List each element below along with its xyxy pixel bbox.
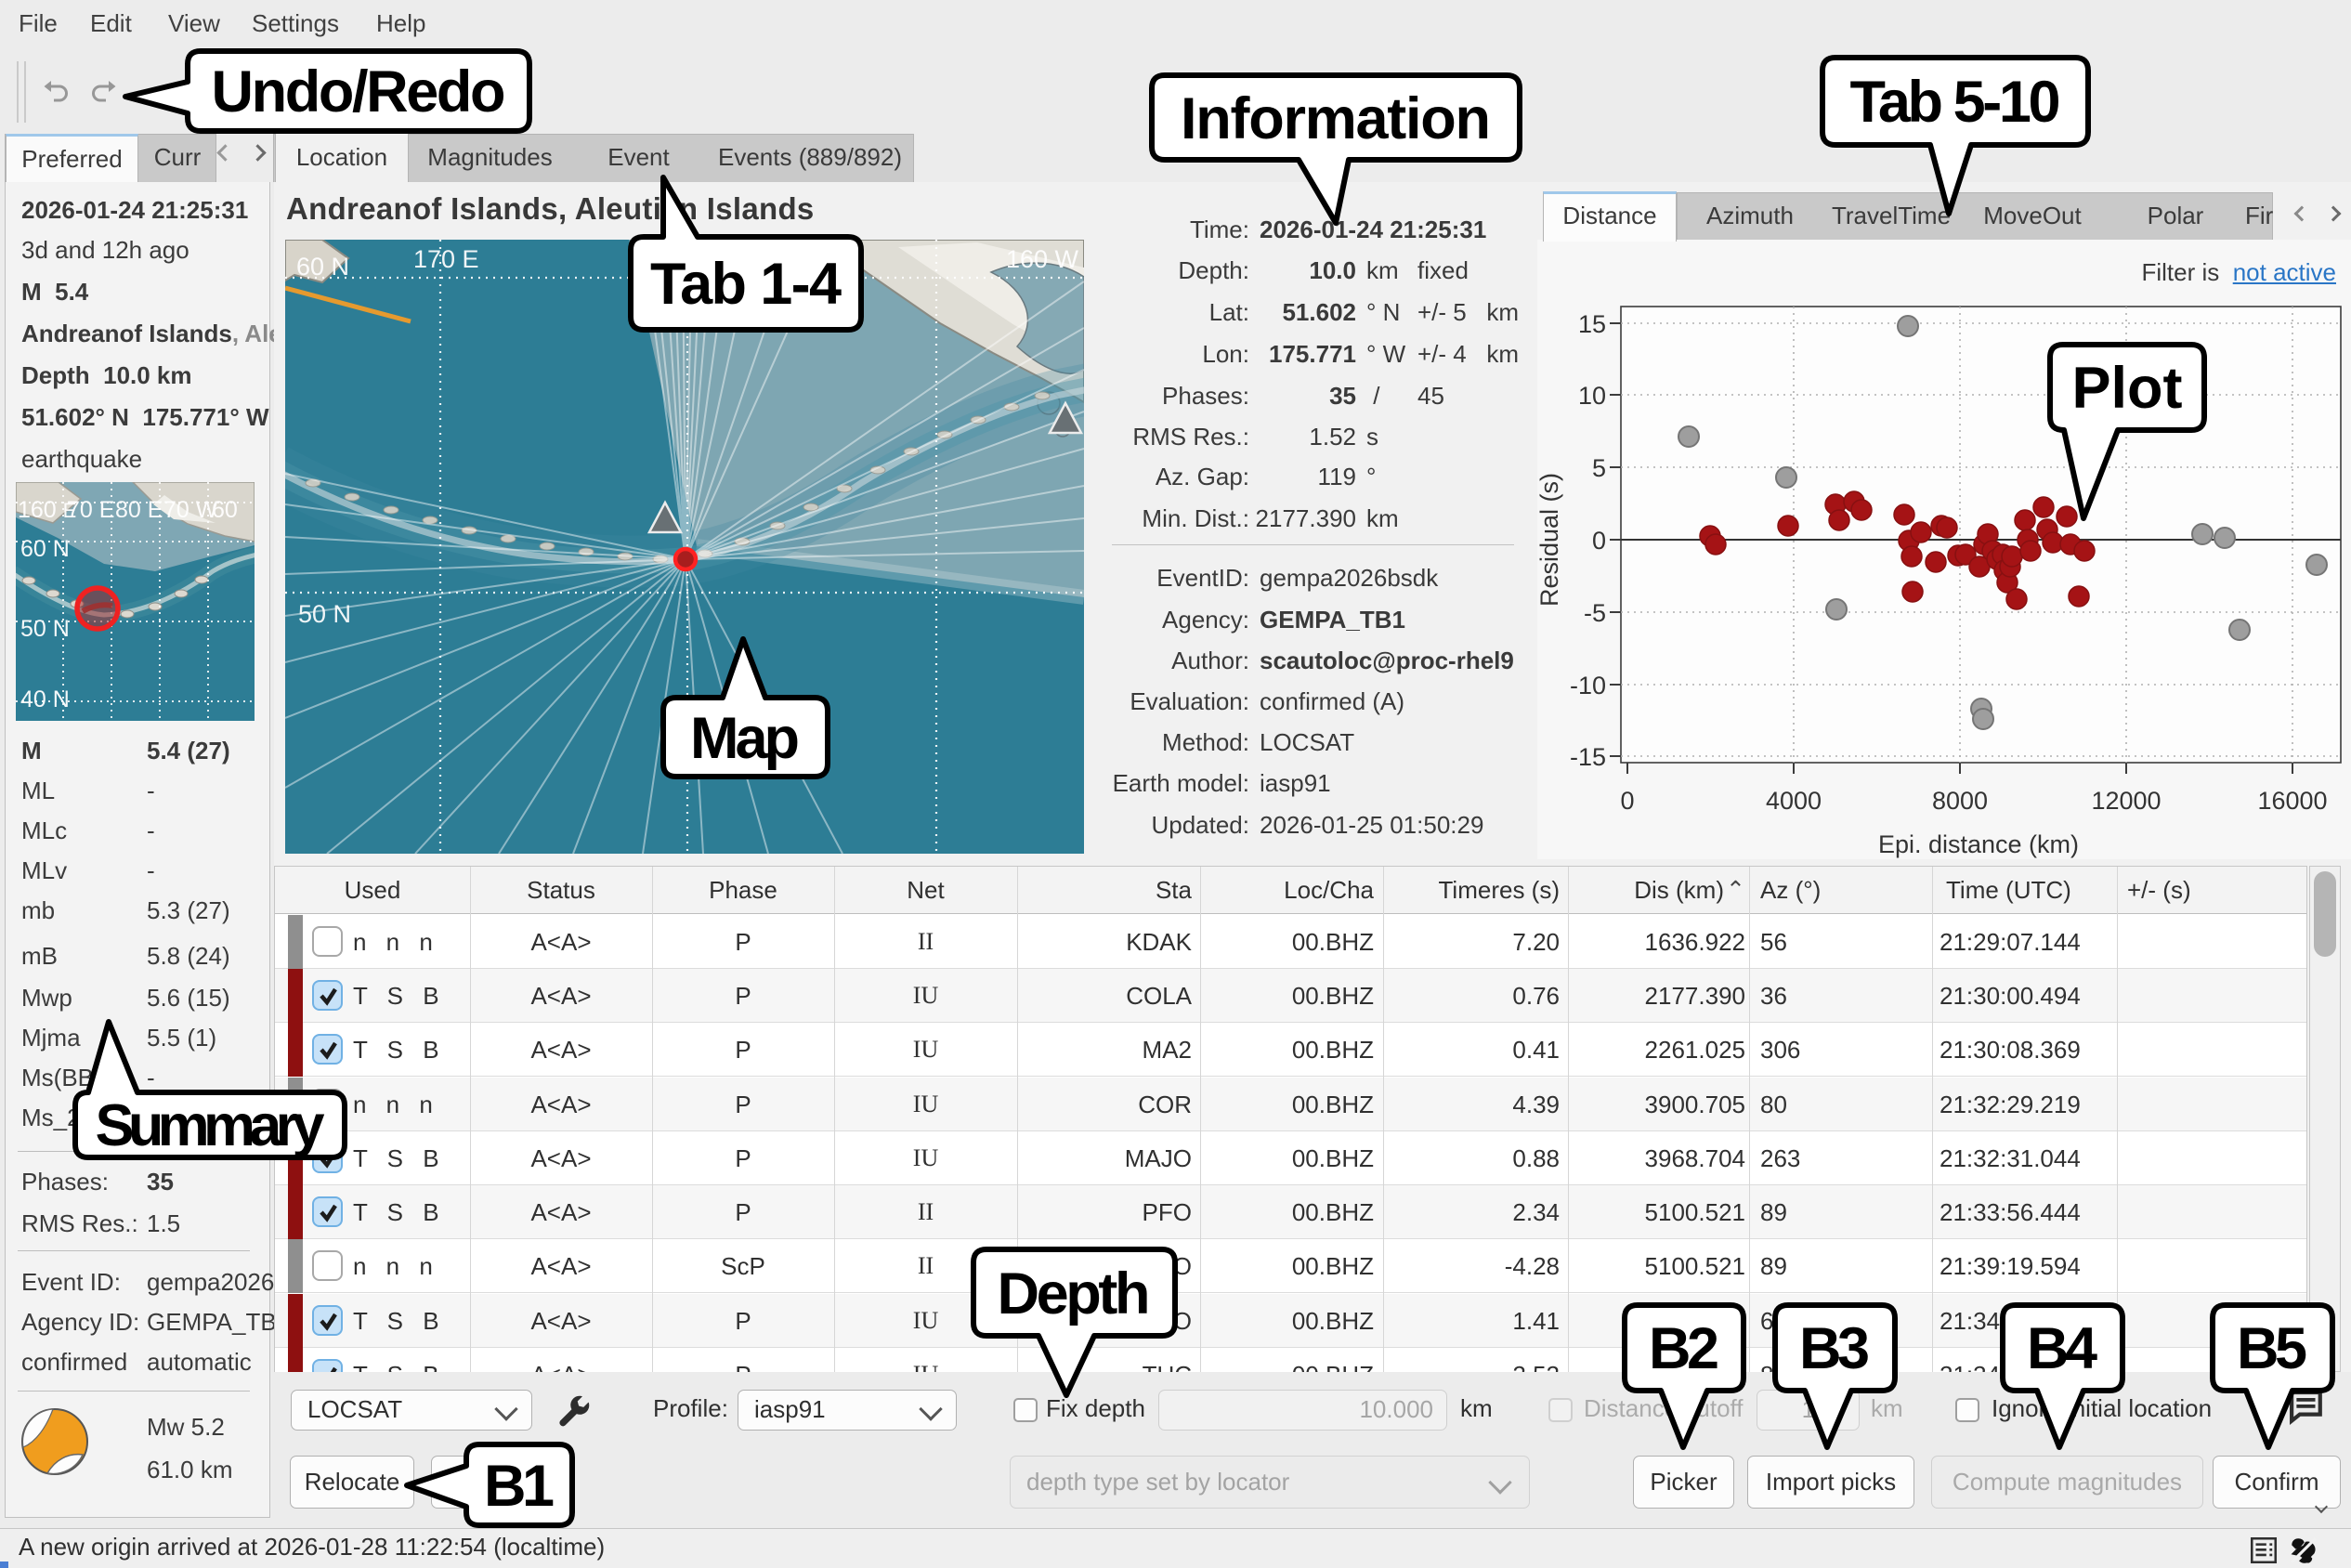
- svg-text:70 W: 70 W: [163, 497, 218, 523]
- svg-text:0: 0: [1620, 787, 1634, 815]
- svg-text:Tab 1-4: Tab 1-4: [650, 252, 842, 317]
- svg-text:B3: B3: [1799, 1316, 1870, 1381]
- svg-text:-5: -5: [1584, 599, 1606, 627]
- svg-text:40 N: 40 N: [20, 686, 70, 712]
- svg-text:12000: 12000: [2091, 787, 2161, 815]
- svg-text:B2: B2: [1649, 1316, 1719, 1381]
- svg-text:Depth: Depth: [998, 1261, 1151, 1326]
- svg-text:60 N: 60 N: [296, 253, 349, 281]
- svg-text:Undo/Redo: Undo/Redo: [212, 59, 506, 124]
- svg-text:50 N: 50 N: [298, 600, 351, 628]
- svg-text:Residual (s): Residual (s): [1537, 473, 1563, 607]
- svg-text:B1: B1: [484, 1454, 555, 1519]
- svg-text:B5: B5: [2237, 1316, 2307, 1381]
- svg-text:B4: B4: [2027, 1316, 2097, 1381]
- svg-text:80 E: 80 E: [115, 497, 163, 523]
- svg-text:0: 0: [1592, 527, 1606, 555]
- svg-text:5: 5: [1592, 454, 1606, 482]
- svg-text:170 E: 170 E: [413, 245, 479, 273]
- svg-text:Map: Map: [690, 706, 800, 771]
- svg-text:70 E: 70 E: [67, 497, 114, 523]
- svg-text:60 N: 60 N: [20, 536, 70, 562]
- svg-text:Tab 5-10: Tab 5-10: [1850, 70, 2061, 135]
- svg-text:Plot: Plot: [2072, 356, 2183, 421]
- svg-text:16000: 16000: [2257, 787, 2327, 815]
- svg-text:-15: -15: [1570, 743, 1606, 771]
- svg-text:15: 15: [1578, 310, 1606, 338]
- svg-text:4000: 4000: [1766, 787, 1822, 815]
- svg-text:Information: Information: [1181, 86, 1491, 151]
- svg-text:10: 10: [1578, 382, 1606, 410]
- svg-text:60: 60: [212, 497, 238, 523]
- svg-text:-10: -10: [1570, 672, 1606, 699]
- svg-text:160 E: 160 E: [18, 497, 76, 523]
- svg-text:Summary: Summary: [96, 1093, 325, 1158]
- svg-text:8000: 8000: [1932, 787, 1988, 815]
- svg-text:160 W: 160 W: [1006, 245, 1079, 273]
- svg-text:50 N: 50 N: [20, 616, 70, 642]
- svg-text:Epi. distance (km): Epi. distance (km): [1878, 830, 2079, 858]
